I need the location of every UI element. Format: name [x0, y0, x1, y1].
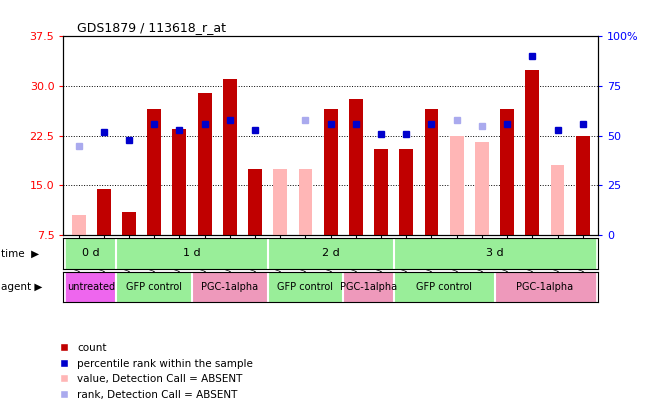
- Bar: [122, 212, 136, 235]
- Bar: [192, 272, 268, 302]
- Bar: [71, 215, 86, 235]
- Text: time  ▶: time ▶: [1, 248, 39, 258]
- Bar: [97, 189, 111, 235]
- Bar: [425, 109, 438, 235]
- Bar: [526, 70, 539, 235]
- Bar: [374, 149, 388, 235]
- Bar: [550, 165, 564, 235]
- Text: PGC-1alpha: PGC-1alpha: [516, 282, 574, 292]
- Bar: [223, 79, 236, 235]
- Bar: [147, 109, 161, 235]
- Bar: [393, 238, 595, 269]
- Bar: [248, 169, 262, 235]
- Bar: [116, 272, 192, 302]
- Text: 3 d: 3 d: [486, 248, 503, 258]
- Text: GDS1879 / 113618_r_at: GDS1879 / 113618_r_at: [77, 21, 226, 34]
- Bar: [299, 169, 313, 235]
- Text: 2 d: 2 d: [322, 248, 339, 258]
- Text: 1 d: 1 d: [183, 248, 201, 258]
- Text: agent ▶: agent ▶: [1, 282, 43, 292]
- Bar: [172, 129, 186, 235]
- Bar: [450, 136, 464, 235]
- Bar: [475, 142, 489, 235]
- Text: PGC-1alpha: PGC-1alpha: [340, 282, 397, 292]
- Bar: [399, 149, 413, 235]
- Bar: [66, 238, 116, 269]
- Text: PGC-1alpha: PGC-1alpha: [201, 282, 259, 292]
- Legend: count, percentile rank within the sample, value, Detection Call = ABSENT, rank, : count, percentile rank within the sample…: [59, 343, 253, 400]
- Bar: [273, 169, 287, 235]
- Bar: [494, 272, 595, 302]
- Bar: [324, 109, 337, 235]
- Bar: [66, 272, 116, 302]
- Text: 0 d: 0 d: [82, 248, 100, 258]
- Bar: [576, 136, 590, 235]
- Bar: [393, 272, 494, 302]
- Bar: [268, 272, 343, 302]
- Text: untreated: untreated: [67, 282, 116, 292]
- Text: GFP control: GFP control: [416, 282, 472, 292]
- Text: GFP control: GFP control: [126, 282, 182, 292]
- Text: GFP control: GFP control: [277, 282, 333, 292]
- Bar: [268, 238, 393, 269]
- Bar: [198, 93, 212, 235]
- Bar: [116, 238, 268, 269]
- Bar: [349, 99, 363, 235]
- Bar: [500, 109, 514, 235]
- Bar: [343, 272, 393, 302]
